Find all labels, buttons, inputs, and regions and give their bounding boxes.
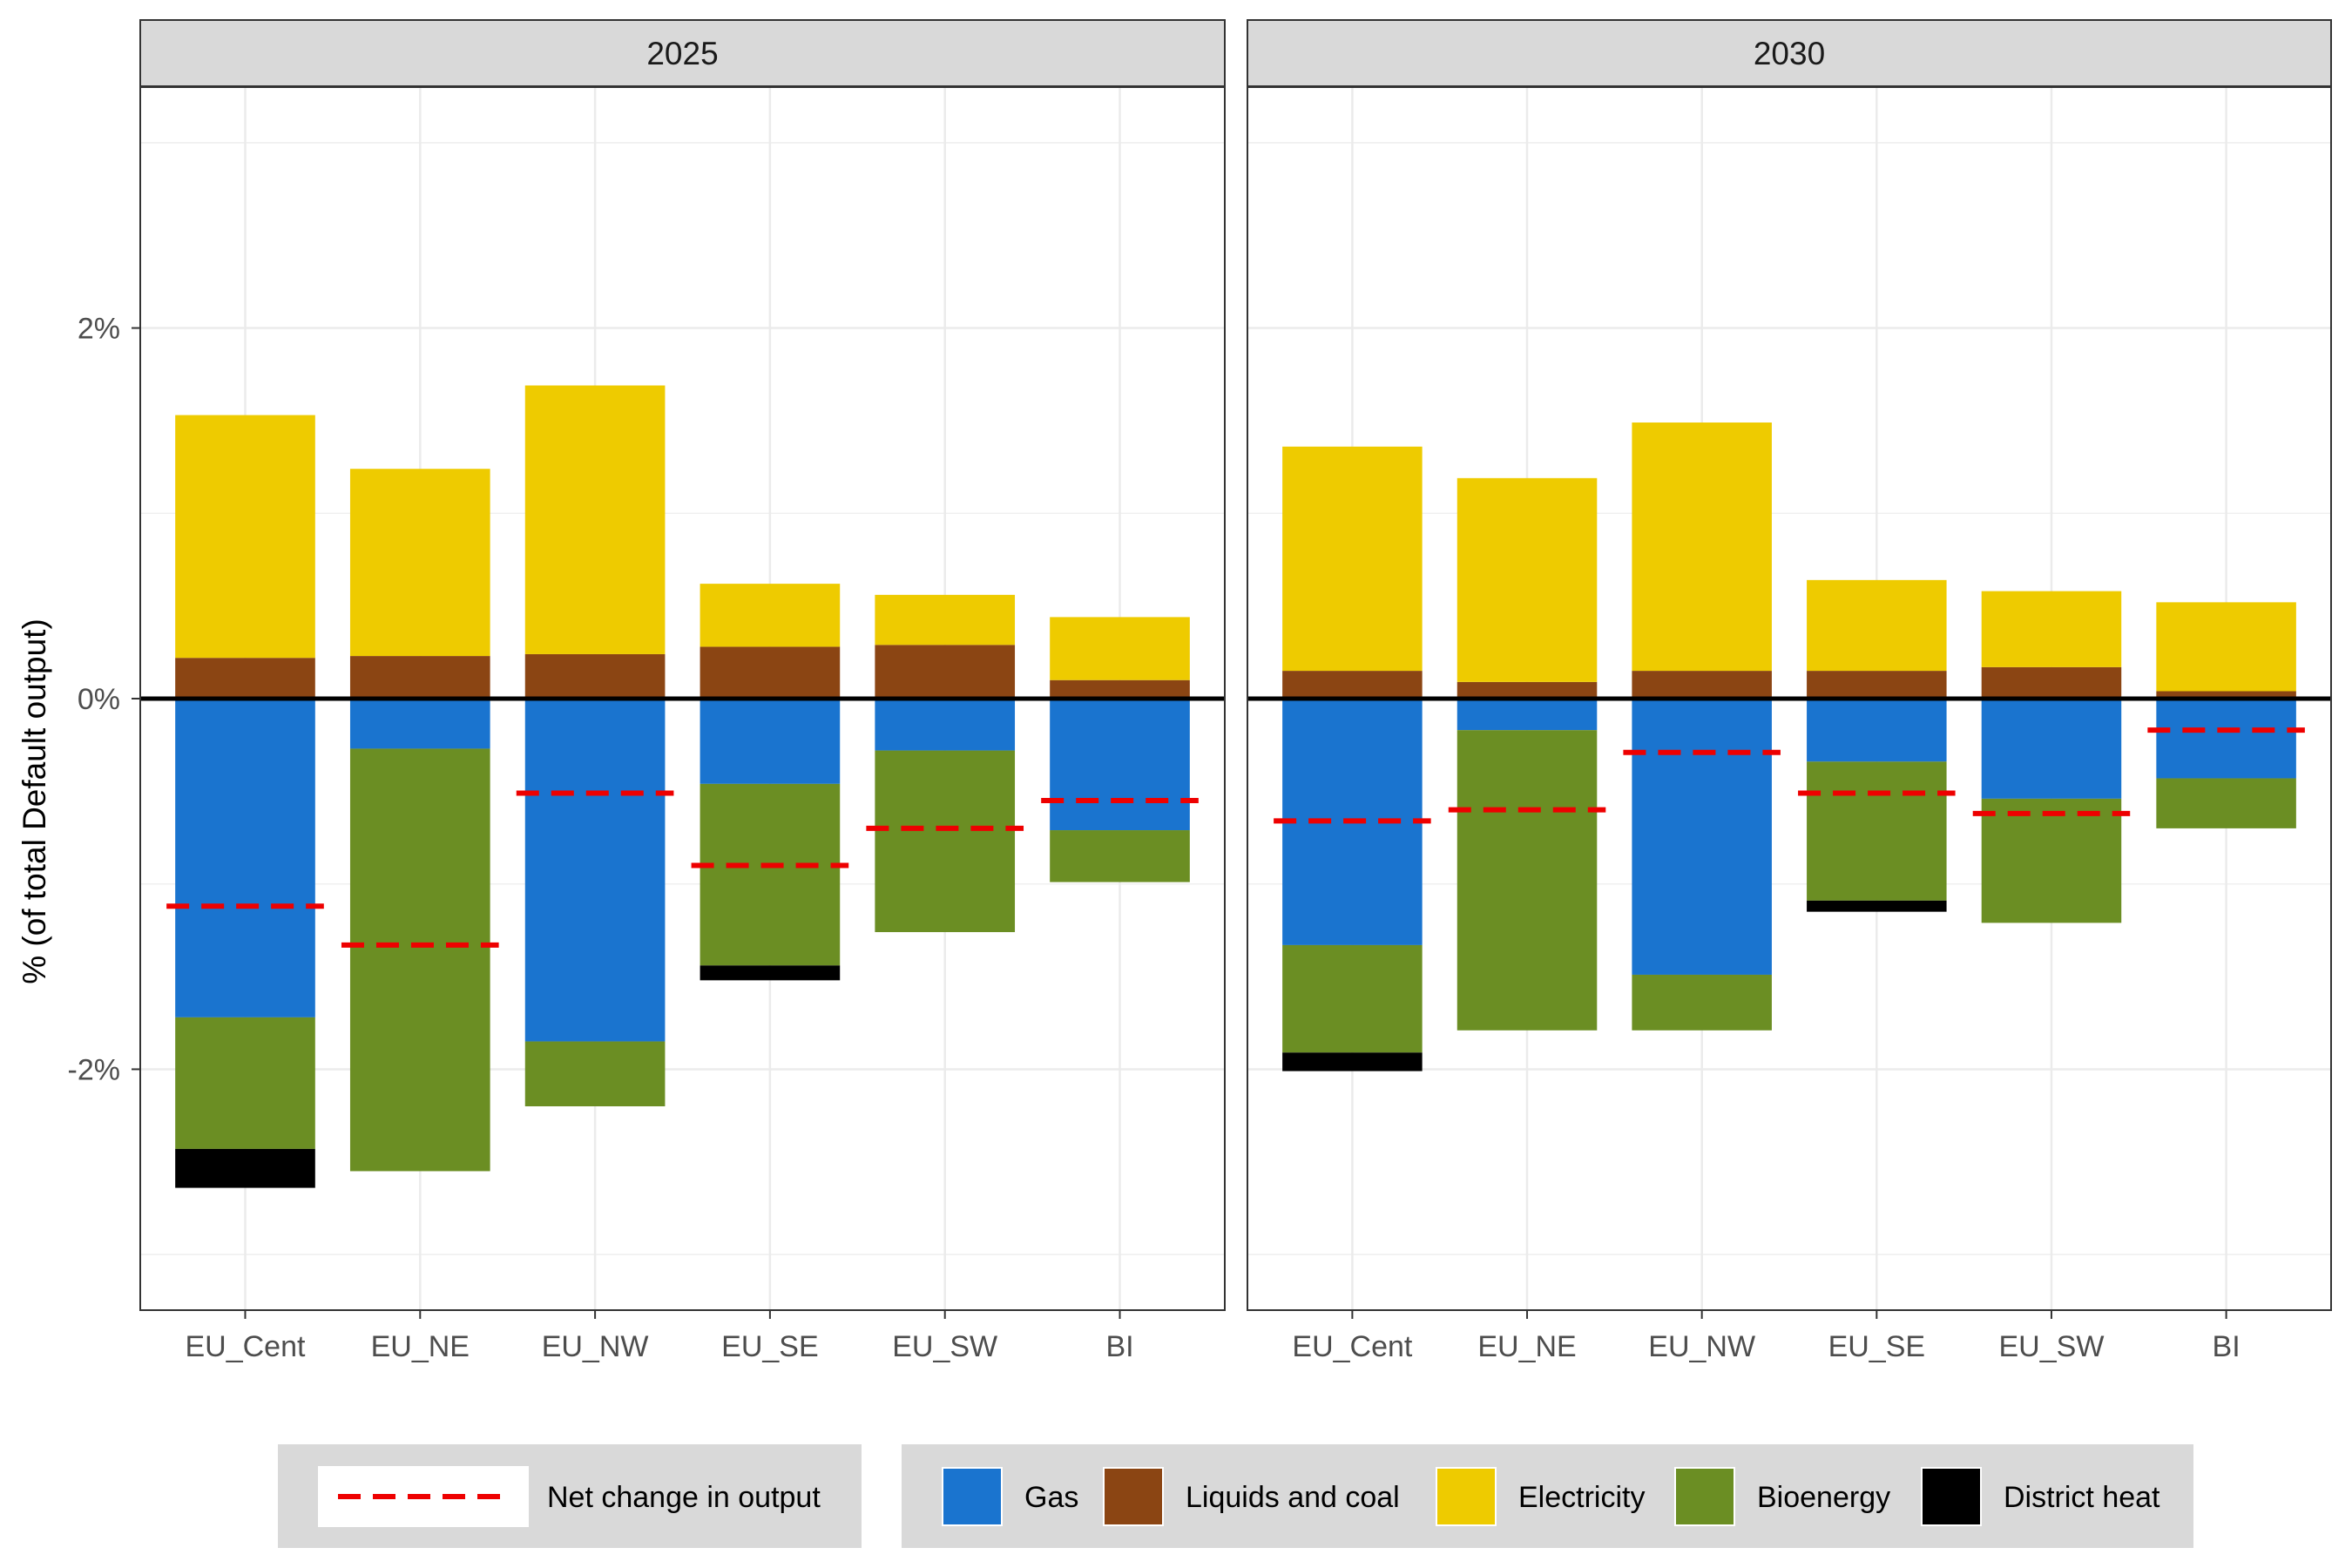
bar-bioenergy-eu-nw: [524, 1041, 666, 1106]
bar-gas-bi: [2156, 699, 2296, 779]
facet-panels: 2025 EU_Cent EU_NE EU_NW EU_SE EU_SW BI 2030 EU_…: [139, 19, 2332, 1363]
bar-bioenergy-eu-sw: [875, 750, 1016, 933]
bar-bioenergy-eu-ne: [349, 748, 490, 1172]
bar-liquids-and-coal-eu-sw: [875, 645, 1016, 699]
bar-district-heat-eu-cent: [1282, 1052, 1423, 1071]
legend-label-gas: Gas: [1024, 1481, 1078, 1514]
legend-swatch-electricity: [1436, 1467, 1497, 1526]
bar-gas-bi: [1050, 699, 1190, 831]
y-axis-ticks: -2% 0% 2%: [68, 313, 140, 1086]
bar-bioenergy-eu-sw: [1981, 798, 2122, 923]
legend-swatch-bioenergy: [1674, 1467, 1735, 1526]
legend-label-district-heat: District heat: [2004, 1481, 2160, 1514]
bar-gas-eu-nw: [524, 699, 666, 1042]
y-tick-label: 2%: [78, 313, 120, 346]
legend: Net change in output Gas Liquids and coal E…: [278, 1444, 2193, 1548]
bar-liquids-and-coal-eu-ne: [1456, 681, 1598, 699]
bar-liquids-and-coal-eu-nw: [524, 653, 666, 699]
facet-strip-label: 2030: [1754, 36, 1825, 71]
bar-gas-eu-nw: [1632, 699, 1772, 975]
bar-bioenergy-eu-se: [700, 783, 841, 966]
facet-strip: [139, 19, 1226, 87]
y-tick-label: 0%: [78, 683, 120, 716]
bar-liquids-and-coal-eu-cent: [175, 658, 315, 699]
legend-label-electricity: Electricity: [1518, 1481, 1645, 1514]
bar-liquids-and-coal-eu-cent: [1282, 671, 1423, 699]
bar-bioenergy-eu-cent: [1282, 944, 1423, 1053]
x-tick-label: EU_NE: [371, 1330, 470, 1363]
bar-electricity-eu-cent: [175, 415, 315, 659]
facet-strip-label: 2025: [646, 36, 718, 71]
bar-electricity-eu-se: [1807, 579, 1947, 672]
bar-liquids-and-coal-eu-ne: [349, 656, 490, 699]
legend-label-net-change: Net change in output: [547, 1481, 821, 1514]
x-tick-label: EU_SW: [892, 1330, 997, 1363]
bar-electricity-bi: [2156, 602, 2296, 692]
bar-liquids-and-coal-bi: [1050, 679, 1190, 699]
x-tick-label: BI: [1105, 1330, 1133, 1363]
bar-liquids-and-coal-eu-se: [1807, 671, 1947, 699]
bar-district-heat-eu-se: [1807, 900, 1947, 912]
legend-swatch-liquids-and-coal: [1103, 1467, 1164, 1526]
bar-liquids-and-coal-eu-se: [700, 646, 841, 699]
bar-electricity-eu-sw: [1981, 591, 2122, 667]
bar-district-heat-eu-cent: [175, 1148, 315, 1188]
bar-bioenergy-eu-ne: [1456, 730, 1598, 1031]
x-tick-label: BI: [2213, 1330, 2240, 1363]
legend-label-bioenergy: Bioenergy: [1757, 1481, 1890, 1514]
x-tick-label: EU_SE: [721, 1330, 819, 1363]
bar-gas-eu-ne: [1456, 699, 1598, 731]
legend-swatch-district-heat: [1921, 1467, 1982, 1526]
x-tick-label: EU_SW: [1999, 1330, 2105, 1363]
legend-label-liquids-and-coal: Liquids and coal: [1186, 1481, 1400, 1514]
y-tick-label: -2%: [68, 1053, 120, 1086]
bar-bioenergy-bi: [2156, 778, 2296, 828]
bar-liquids-and-coal-eu-sw: [1981, 666, 2122, 699]
bar-bioenergy-eu-se: [1807, 761, 1947, 901]
y-axis-title: % (of total Default output): [17, 618, 52, 984]
facet-panel-2025: 2025 EU_Cent EU_NE EU_NW EU_SE EU_SW BI: [139, 19, 1226, 1363]
bar-gas-eu-cent: [175, 699, 315, 1017]
facet-strip: [1247, 19, 2332, 87]
facet-panel-2030: 2030 EU_Cent EU_NE EU_NW EU_SE EU_SW BI: [1247, 19, 2332, 1363]
bar-group: [1282, 422, 2296, 1071]
x-tick-label: EU_Cent: [185, 1330, 306, 1363]
x-tick-label: EU_Cent: [1292, 1330, 1413, 1363]
bar-electricity-eu-ne: [349, 469, 490, 657]
bar-electricity-eu-ne: [1456, 477, 1598, 682]
bar-group: [175, 385, 1190, 1188]
bar-bioenergy-eu-cent: [175, 1017, 315, 1149]
bar-electricity-eu-se: [700, 584, 841, 647]
bar-bioenergy-eu-nw: [1632, 974, 1772, 1031]
bar-gas-eu-sw: [1981, 699, 2122, 799]
panel-border: [1247, 86, 2332, 1311]
bar-gas-eu-ne: [349, 699, 490, 749]
bar-district-heat-eu-se: [700, 965, 841, 981]
legend-swatch-gas: [942, 1467, 1003, 1526]
bar-electricity-eu-cent: [1282, 446, 1423, 672]
bar-bioenergy-bi: [1050, 830, 1190, 882]
x-tick-label: EU_NW: [542, 1330, 649, 1363]
bar-electricity-eu-sw: [875, 594, 1016, 645]
bar-electricity-eu-nw: [1632, 422, 1772, 672]
bar-electricity-eu-nw: [524, 385, 666, 654]
bar-liquids-and-coal-eu-nw: [1632, 671, 1772, 699]
x-tick-label: EU_NW: [1648, 1330, 1755, 1363]
bar-liquids-and-coal-bi: [2156, 691, 2296, 699]
bar-gas-eu-se: [700, 699, 841, 784]
bar-electricity-bi: [1050, 617, 1190, 680]
bar-gas-eu-sw: [875, 699, 1016, 751]
bar-gas-eu-se: [1807, 699, 1947, 762]
x-tick-label: EU_SE: [1828, 1330, 1926, 1363]
x-tick-label: EU_NE: [1477, 1330, 1576, 1363]
